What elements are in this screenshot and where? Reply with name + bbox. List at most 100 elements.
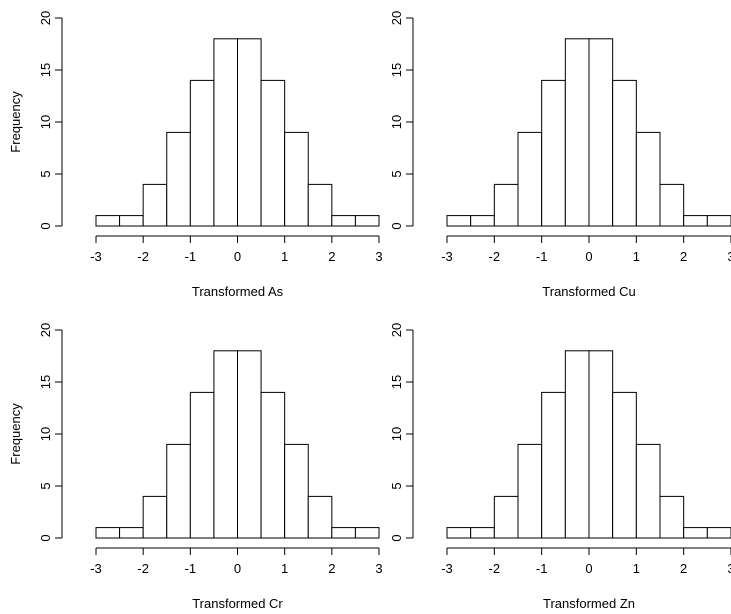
x-tick-label: 1 [281,249,288,264]
histogram-bar [284,131,309,227]
histogram-bar [189,79,215,227]
histogram-bar [635,131,661,227]
histogram-bar [470,215,495,227]
histogram-bar [706,527,731,539]
histogram-panel-1: -3 -2 -1 0 1 2 3 0 5 10 15 20 Transformed As Frequenc… [8,11,383,299]
x-tick-label: 3 [375,249,382,264]
histogram-bar [517,443,543,539]
histogram-bar [612,79,637,227]
histogram-bar [683,215,708,227]
x-tick-label: 2 [328,561,335,576]
y-tick-label: 5 [38,170,53,177]
histogram-bar [493,183,519,227]
y-tick-label: 20 [389,323,404,337]
histogram-bar [354,527,380,539]
x-axis-title: Transformed Cu [542,284,635,299]
y-tick-label: 0 [38,222,53,229]
y-tick-label: 0 [389,222,404,229]
x-axis-title: Transformed As [192,284,284,299]
y-tick-label: 10 [38,427,53,441]
histogram-bar [659,495,685,539]
histogram-bar [446,215,472,227]
histogram-bar [331,527,356,539]
histogram-bar [659,183,685,227]
y-tick-label: 20 [389,11,404,25]
x-tick-label: 3 [727,561,731,576]
x-tick-label: -3 [90,561,102,576]
x-tick-label: 2 [680,561,687,576]
x-tick-label: 0 [234,249,241,264]
histogram-bar [95,527,121,539]
histogram-bar [166,443,191,539]
y-tick-label: 15 [38,375,53,389]
x-axis-title: Transformed Cr [192,596,283,611]
histogram-bar [142,183,168,227]
x-tick-label: 1 [633,561,640,576]
histogram-panel-3: -3 -2 -1 0 1 2 3 0 5 10 15 20 Transformed Cr Frequenc… [8,323,383,611]
histogram-bar [260,79,286,227]
histogram-bar [307,495,333,539]
x-tick-label: -2 [137,249,149,264]
x-tick-label: 0 [585,249,592,264]
x-tick-label: -3 [90,249,102,264]
y-tick-label: 5 [389,482,404,489]
histogram-bar [119,215,144,227]
x-tick-label: -3 [441,561,453,576]
histogram-bar [284,443,309,539]
x-tick-label: -1 [536,249,548,264]
x-tick-label: 1 [633,249,640,264]
x-tick-label: 1 [281,561,288,576]
histogram-bar [119,527,144,539]
histogram-bar [564,350,590,539]
histogram-bar [307,183,333,227]
x-tick-label: -2 [489,561,501,576]
histogram-bar [588,350,614,539]
y-axis-title: Frequency [8,91,23,153]
histogram-bar [213,38,239,227]
y-tick-label: 0 [389,534,404,541]
histogram-bar [95,215,121,227]
x-tick-label: 0 [234,561,241,576]
y-tick-label: 20 [38,11,53,25]
x-tick-label: -2 [489,249,501,264]
histogram-bar [683,527,708,539]
x-tick-label: -1 [536,561,548,576]
x-tick-label: 2 [328,249,335,264]
x-tick-label: 3 [727,249,731,264]
x-tick-label: -3 [441,249,453,264]
histogram-bar [260,391,286,539]
y-tick-label: 0 [38,534,53,541]
histogram-bar [237,350,262,539]
y-tick-label: 5 [389,170,404,177]
histogram-bar [588,38,614,227]
histogram-bar [635,443,661,539]
histogram-bar [446,527,472,539]
histogram-bar [517,131,543,227]
y-tick-label: 10 [389,115,404,129]
histogram-bar [493,495,519,539]
x-tick-label: 2 [680,249,687,264]
y-tick-label: 5 [38,482,53,489]
histogram-panel-2: -3 -2 -1 0 1 2 3 0 5 10 15 20 Transformed Cu [389,11,731,299]
x-tick-label: -2 [137,561,149,576]
y-axis-title: Frequency [8,403,23,465]
histogram-bar [564,38,590,227]
histogram-bar [213,350,239,539]
x-tick-label: 3 [375,561,382,576]
y-tick-label: 20 [38,323,53,337]
histogram-bar [142,495,168,539]
histogram-bar [189,391,215,539]
x-tick-label: -1 [185,249,197,264]
histogram-bar [354,215,380,227]
y-tick-label: 10 [389,427,404,441]
y-tick-label: 15 [38,63,53,77]
y-tick-label: 15 [389,375,404,389]
y-tick-label: 15 [389,63,404,77]
histogram-bar [470,527,495,539]
histogram-bar [541,79,566,227]
histogram-bar [331,215,356,227]
histogram-bar [612,391,637,539]
x-axis-title: Transformed Zn [543,596,635,611]
histogram-bar [541,391,566,539]
